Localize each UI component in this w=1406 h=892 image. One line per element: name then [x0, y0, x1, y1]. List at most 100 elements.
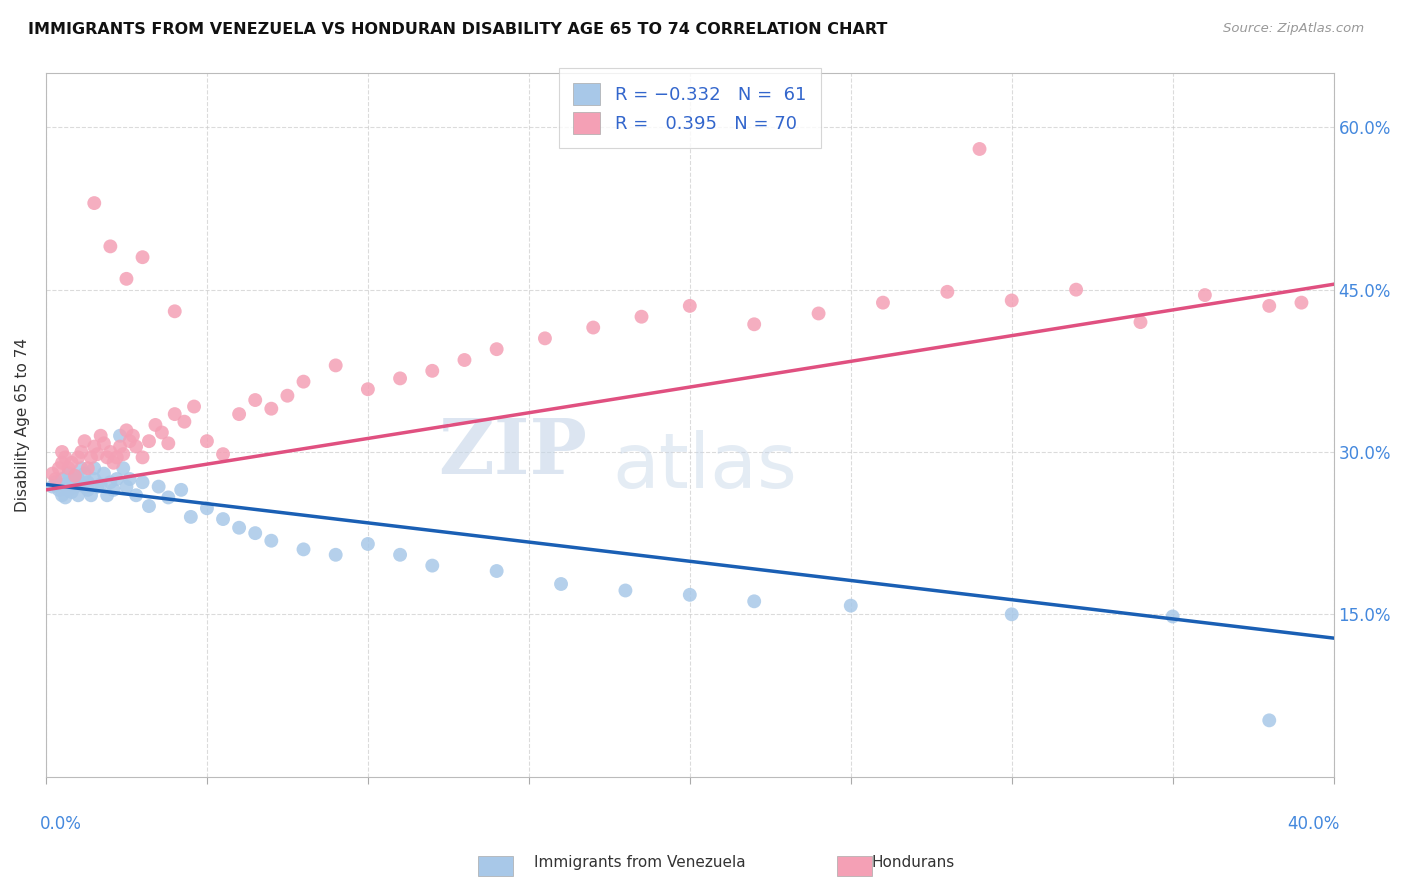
Point — [1001, 293, 1024, 308]
Point — [183, 400, 205, 414]
Point — [936, 285, 959, 299]
Point — [45, 472, 67, 486]
Point — [118, 434, 141, 449]
Point — [105, 472, 128, 486]
Point — [550, 577, 572, 591]
Point — [125, 488, 148, 502]
Point — [389, 371, 412, 385]
Point — [86, 480, 108, 494]
Point — [969, 142, 991, 156]
Text: Hondurans: Hondurans — [872, 855, 955, 870]
Point — [103, 456, 125, 470]
Point — [58, 461, 80, 475]
Point — [60, 475, 83, 490]
Point — [872, 295, 894, 310]
Point — [157, 491, 180, 505]
Point — [131, 250, 153, 264]
Point — [76, 483, 98, 497]
Point — [93, 467, 115, 481]
Point — [41, 467, 63, 481]
Point — [228, 407, 250, 421]
Point — [292, 542, 315, 557]
Point — [48, 461, 70, 475]
Point — [679, 588, 702, 602]
Text: 40.0%: 40.0% — [1288, 815, 1340, 833]
Point — [86, 447, 108, 461]
Point — [150, 425, 173, 440]
Point — [51, 472, 73, 486]
Text: 0.0%: 0.0% — [39, 815, 82, 833]
Point — [51, 488, 73, 502]
Point — [742, 318, 765, 332]
Point — [112, 461, 135, 475]
Point — [83, 440, 105, 454]
Point — [80, 450, 103, 465]
Point — [115, 272, 138, 286]
Point — [1129, 315, 1152, 329]
Text: Source: ZipAtlas.com: Source: ZipAtlas.com — [1223, 22, 1364, 36]
Point — [108, 429, 131, 443]
Point — [389, 548, 412, 562]
Point — [485, 342, 508, 356]
Point — [145, 417, 167, 432]
Point — [357, 537, 380, 551]
Point — [96, 450, 118, 465]
Point — [1291, 295, 1313, 310]
Point — [93, 436, 115, 450]
Point — [73, 480, 96, 494]
Point — [1064, 283, 1087, 297]
Point — [105, 450, 128, 465]
Point — [70, 461, 93, 475]
Point — [63, 480, 86, 494]
Point — [357, 382, 380, 396]
Point — [70, 445, 93, 459]
Point — [108, 440, 131, 454]
Point — [112, 447, 135, 461]
Point — [53, 477, 76, 491]
Point — [839, 599, 862, 613]
Point — [180, 509, 202, 524]
Point — [148, 480, 170, 494]
Point — [67, 472, 90, 486]
Point — [260, 401, 283, 416]
Point — [67, 488, 90, 502]
Point — [163, 407, 186, 421]
Point — [48, 483, 70, 497]
Point — [173, 415, 195, 429]
Point — [63, 468, 86, 483]
Point — [67, 450, 90, 465]
Point — [276, 389, 298, 403]
Point — [453, 353, 475, 368]
Point — [679, 299, 702, 313]
Point — [80, 488, 103, 502]
Point — [420, 558, 443, 573]
Point — [83, 472, 105, 486]
Point — [53, 450, 76, 465]
Point — [98, 445, 121, 459]
Point — [73, 467, 96, 481]
Point — [292, 375, 315, 389]
Point — [51, 456, 73, 470]
Point — [1258, 714, 1281, 728]
Point — [70, 477, 93, 491]
Point — [60, 456, 83, 470]
Point — [582, 320, 605, 334]
Point — [118, 472, 141, 486]
Point — [228, 521, 250, 535]
Point — [98, 239, 121, 253]
Point — [58, 483, 80, 497]
Point — [1161, 609, 1184, 624]
Point — [325, 548, 347, 562]
Y-axis label: Disability Age 65 to 74: Disability Age 65 to 74 — [15, 338, 30, 512]
Point — [245, 526, 267, 541]
Point — [1001, 607, 1024, 622]
Point — [212, 447, 235, 461]
Point — [76, 475, 98, 490]
Point — [1194, 288, 1216, 302]
Legend: R = −0.332   N =  61, R =   0.395   N = 70: R = −0.332 N = 61, R = 0.395 N = 70 — [560, 68, 821, 148]
Point — [325, 359, 347, 373]
Point — [96, 488, 118, 502]
Point — [76, 461, 98, 475]
Point — [420, 364, 443, 378]
Point — [807, 306, 830, 320]
